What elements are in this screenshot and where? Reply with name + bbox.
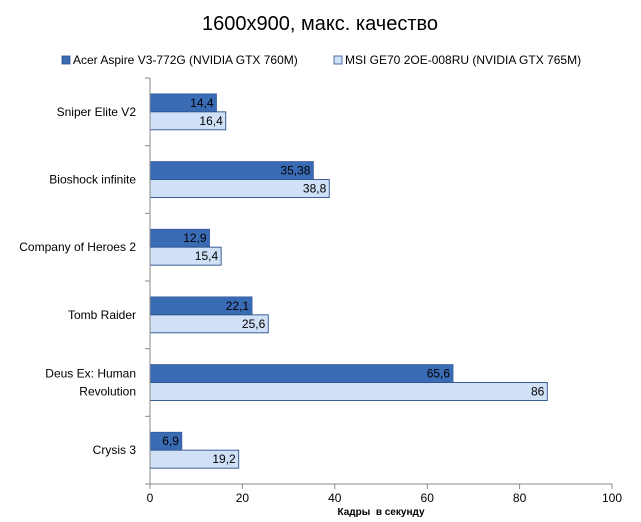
plot-area: 14,4 16,4 Sniper Elite V2 35,38 38,8 Bioshock… [19, 77, 622, 505]
x-tick-label-100: 100 [602, 491, 622, 505]
data-label-series-2-cat-6: 19,2 [212, 452, 236, 466]
data-label-series-2-cat-2: 38,8 [303, 182, 327, 196]
legend-swatch-series-1 [61, 55, 71, 65]
data-label-series-1-cat-6: 6,9 [162, 434, 179, 448]
bar-series-1-cat-5 [149, 364, 454, 383]
data-label-series-1-cat-4: 22,1 [226, 299, 250, 313]
data-label-series-1-cat-2: 35,38 [280, 164, 310, 178]
x-axis-title: Кадры в секунду [337, 507, 424, 518]
category-label-6: Crysis 3 [93, 443, 137, 457]
category-label-3: Company of Heroes 2 [19, 240, 136, 254]
x-tick-label-60: 60 [421, 491, 435, 505]
data-label-series-2-cat-1: 16,4 [199, 114, 223, 128]
legend-label-series-1: Acer Aspire V3-772G (NVIDIA GTX 760M) [73, 53, 298, 67]
data-label-series-1-cat-5: 65,6 [427, 367, 451, 381]
legend: Acer Aspire V3-772G (NVIDIA GTX 760M) MS… [61, 53, 581, 67]
x-tick-label-20: 20 [236, 491, 250, 505]
legend-label-series-2: MSI GE70 2OE-008RU (NVIDIA GTX 765M) [345, 53, 581, 67]
category-label-4: Tomb Raider [68, 308, 136, 322]
x-tick-label-40: 40 [328, 491, 342, 505]
category-label-5-line-2: Revolution [79, 385, 136, 399]
data-label-series-2-cat-5: 86 [531, 385, 545, 399]
data-label-series-2-cat-3: 15,4 [195, 249, 219, 263]
category-label-1: Sniper Elite V2 [57, 105, 137, 119]
legend-swatch-series-2 [333, 55, 343, 65]
data-label-series-1-cat-3: 12,9 [183, 231, 207, 245]
data-label-series-2-cat-4: 25,6 [242, 317, 266, 331]
category-label-2: Bioshock infinite [49, 173, 136, 187]
x-tick-label-0: 0 [147, 491, 154, 505]
bar-series-2-cat-5 [149, 382, 548, 401]
chart-title: 1600x900, макс. качество [202, 13, 438, 35]
data-label-series-1-cat-1: 14,4 [190, 96, 214, 110]
x-tick-label-80: 80 [513, 491, 527, 505]
category-label-5-line-1: Deus Ex: Human [45, 367, 136, 381]
